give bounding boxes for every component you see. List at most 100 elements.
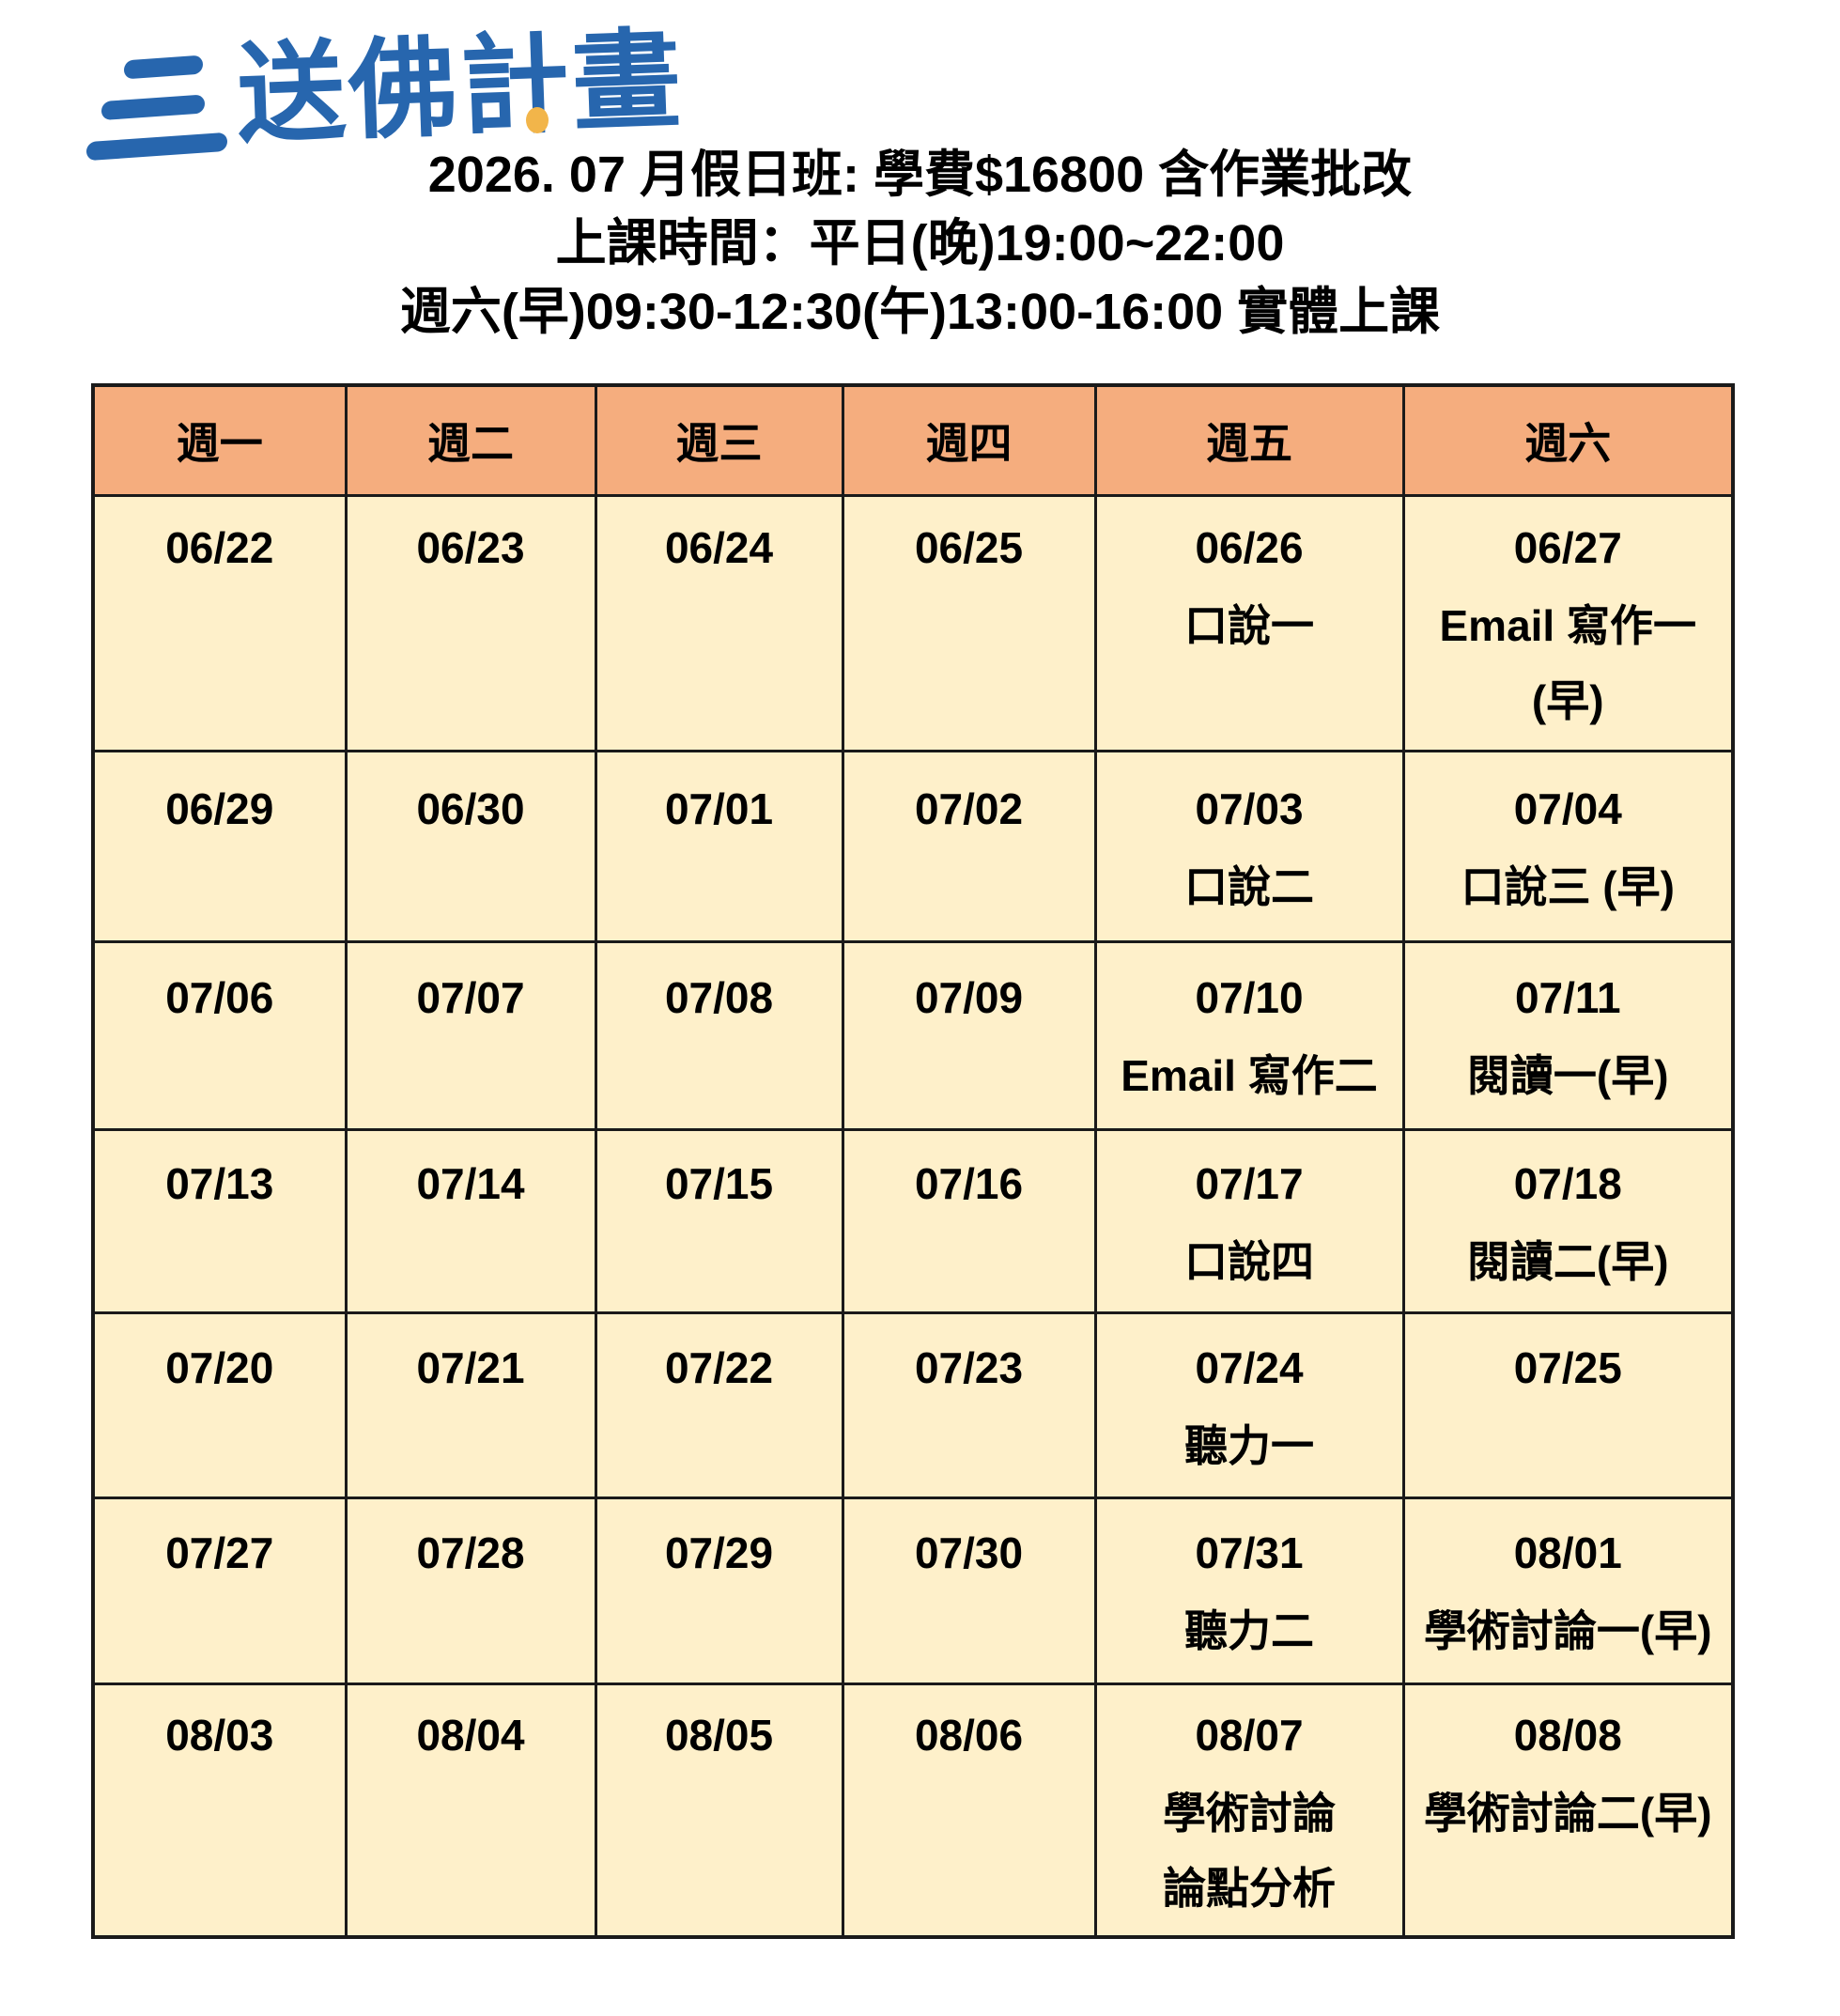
- cell-date: 07/16: [914, 1158, 1024, 1208]
- calendar-cell: 07/15: [594, 1127, 844, 1314]
- cell-date: 06/23: [416, 523, 525, 572]
- calendar-row: 07/06 07/07 07/08 07/09 07/10 Email 寫作二 07/11 閱…: [91, 939, 1735, 1131]
- calendar-cell: 07/23: [841, 1310, 1097, 1499]
- cell-date: 07/09: [914, 973, 1024, 1022]
- day-header: 週一: [91, 383, 348, 497]
- heading: 2026. 07 月假日班: 學費$16800 含作業批改 上課時間：平日(晚)…: [0, 141, 1840, 347]
- cell-date: 07/04: [1513, 783, 1622, 833]
- calendar-cell: 07/28: [344, 1496, 597, 1685]
- cell-date: 07/30: [914, 1528, 1024, 1577]
- calendar-row: 07/27 07/28 07/29 07/30 07/31 聽力二 08/01 學術討論一(早…: [91, 1496, 1735, 1685]
- calendar-cell: 07/27: [91, 1496, 348, 1685]
- cell-date: 08/08: [1513, 1710, 1622, 1760]
- cell-date: 08/06: [914, 1710, 1024, 1760]
- calendar-cell: 08/04: [344, 1682, 597, 1939]
- calendar-cell: 07/07: [344, 939, 597, 1131]
- cell-date: 07/31: [1195, 1528, 1304, 1577]
- cell-course: 口說一: [1184, 601, 1314, 650]
- cell-date: 06/26: [1195, 523, 1304, 572]
- calendar-cell: 07/25: [1401, 1310, 1735, 1499]
- logo-clock-dot-icon: [526, 107, 549, 133]
- cell-date: 07/01: [664, 783, 774, 833]
- cell-date: 07/13: [165, 1158, 274, 1208]
- cell-course: 閱讀一(早): [1466, 1051, 1669, 1100]
- calendar-cell: 07/30: [841, 1496, 1097, 1685]
- cell-course: 學術討論: [1163, 1788, 1336, 1838]
- cell-course: 口說四: [1184, 1236, 1314, 1286]
- heading-line-price: 2026. 07 月假日班: 學費$16800 含作業批改: [427, 147, 1413, 203]
- calendar-cell: 07/08: [594, 939, 844, 1131]
- cell-course: 聽力一: [1184, 1420, 1314, 1470]
- cell-date: 06/29: [165, 783, 274, 833]
- calendar-cell: 07/01: [594, 749, 844, 943]
- calendar-cell: 06/24: [594, 493, 844, 752]
- cell-date: 06/24: [664, 523, 774, 572]
- calendar-cell: 06/26 口說一: [1093, 493, 1405, 752]
- cell-date: 07/06: [165, 973, 274, 1022]
- calendar-cell: 06/30: [344, 749, 597, 943]
- calendar-cell: 07/06: [91, 939, 348, 1131]
- calendar-cell: 07/20: [91, 1310, 348, 1499]
- day-header: 週四: [841, 383, 1097, 497]
- cell-date: 07/27: [165, 1528, 274, 1577]
- cell-date: 06/22: [165, 523, 274, 572]
- cell-course: 學術討論二(早): [1423, 1788, 1712, 1838]
- calendar-cell: 07/09: [841, 939, 1097, 1131]
- cell-course: 口說二: [1184, 861, 1314, 911]
- cell-date: 07/29: [664, 1528, 774, 1577]
- calendar-cell: 08/05: [594, 1682, 844, 1939]
- calendar-cell: 07/17 口說四: [1093, 1127, 1405, 1314]
- cell-date: 07/10: [1195, 973, 1304, 1022]
- calendar-cell: 08/07 學術討論 論點分析: [1093, 1682, 1405, 1939]
- calendar-cell: 07/10 Email 寫作二: [1093, 939, 1405, 1131]
- day-header: 週五: [1093, 383, 1405, 497]
- speed-line: [124, 54, 203, 80]
- cell-date: 06/27: [1513, 523, 1622, 572]
- cell-course: 學術討論一(早): [1423, 1606, 1712, 1655]
- calendar-cell: 07/21: [344, 1310, 597, 1499]
- calendar-cell: 06/23: [344, 493, 597, 752]
- calendar-cell: 07/31 聽力二: [1093, 1496, 1405, 1685]
- calendar-cell: 07/24 聽力一: [1093, 1310, 1405, 1499]
- cell-date: 07/02: [914, 783, 1024, 833]
- day-header: 週六: [1401, 383, 1735, 497]
- calendar-cell: 06/25: [841, 493, 1097, 752]
- heading-line-saturday-time: 週六(早)09:30-12:30(午)13:00-16:00 實體上課: [399, 284, 1441, 340]
- cell-course: 口說三 (早): [1461, 861, 1675, 911]
- cell-date: 07/03: [1195, 783, 1304, 833]
- calendar-row: 07/20 07/21 07/22 07/23 07/24 聽力一 07/25: [91, 1310, 1735, 1499]
- cell-date: 08/03: [165, 1710, 274, 1760]
- calendar-cell: 08/01 學術討論一(早): [1401, 1496, 1735, 1685]
- cell-course: Email 寫作二: [1121, 1051, 1378, 1100]
- cell-date: 07/23: [914, 1342, 1024, 1392]
- cell-date: 06/25: [914, 523, 1024, 572]
- calendar-cell: 07/22: [594, 1310, 844, 1499]
- calendar-cell: 07/16: [841, 1127, 1097, 1314]
- cell-date: 07/17: [1195, 1158, 1304, 1208]
- calendar-cell: 07/04 口說三 (早): [1401, 749, 1735, 943]
- cell-date: 07/20: [165, 1342, 274, 1392]
- calendar-cell: 08/06: [841, 1682, 1097, 1939]
- cell-date: 07/11: [1514, 973, 1621, 1022]
- cell-date: 08/04: [416, 1710, 525, 1760]
- cell-course: (早): [1531, 676, 1604, 725]
- schedule-table: 週一 週二 週三 週四 週五 週六 06/22 06/23 06/24 06/25 06/26 口說…: [91, 383, 1735, 1939]
- calendar-row: 07/13 07/14 07/15 07/16 07/17 口說四 07/18 閱讀二(早): [91, 1127, 1735, 1314]
- calendar-row: 08/03 08/04 08/05 08/06 08/07 學術討論 論點分析 08/08 學術…: [91, 1682, 1735, 1939]
- cell-date: 07/07: [416, 973, 525, 1022]
- day-header-row: 週一 週二 週三 週四 週五 週六: [91, 383, 1735, 497]
- cell-date: 08/01: [1513, 1528, 1622, 1577]
- calendar-cell: 07/02: [841, 749, 1097, 943]
- calendar-cell: 08/03: [91, 1682, 348, 1939]
- calendar-cell: 06/22: [91, 493, 348, 752]
- cell-date: 07/08: [664, 973, 774, 1022]
- calendar-cell: 07/14: [344, 1127, 597, 1314]
- cell-date: 08/07: [1195, 1710, 1304, 1760]
- cell-course: 聽力二: [1184, 1606, 1314, 1655]
- logo-text: 送佛計畫: [234, 19, 687, 157]
- cell-date: 07/22: [664, 1342, 774, 1392]
- calendar-cell: 07/11 閱讀一(早): [1401, 939, 1735, 1131]
- speed-line: [101, 94, 205, 121]
- calendar-cell: 08/08 學術討論二(早): [1401, 1682, 1735, 1939]
